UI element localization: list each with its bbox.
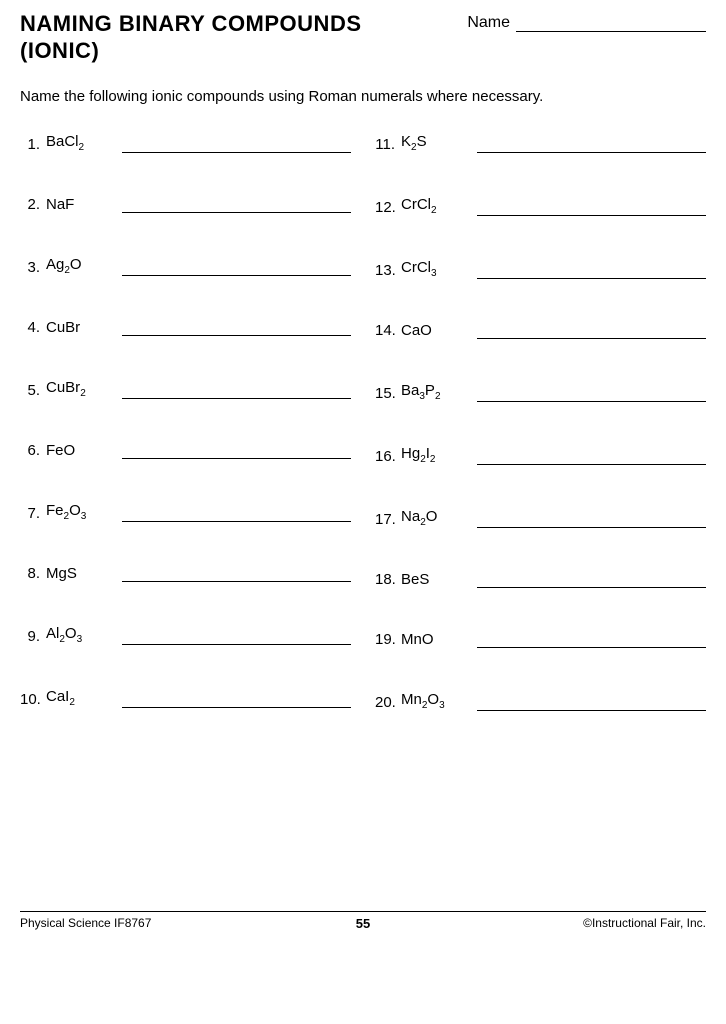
worksheet-item: 11.K2S bbox=[375, 133, 706, 153]
item-number: 16. bbox=[375, 448, 401, 465]
answer-blank-line[interactable] bbox=[122, 445, 351, 459]
worksheet-item: 3.Ag2O bbox=[20, 256, 351, 276]
worksheet-item: 18.BeS bbox=[375, 571, 706, 588]
answer-blank-line[interactable] bbox=[122, 262, 351, 276]
chemical-formula: BaCl2 bbox=[46, 133, 118, 153]
worksheet-item: 8.MgS bbox=[20, 565, 351, 582]
answer-blank-line[interactable] bbox=[477, 697, 706, 711]
answer-blank-line[interactable] bbox=[477, 325, 706, 339]
item-number: 2. bbox=[20, 196, 46, 213]
chemical-formula: CuBr bbox=[46, 319, 118, 336]
item-number: 19. bbox=[375, 631, 401, 648]
item-number: 3. bbox=[20, 259, 46, 276]
page-number: 55 bbox=[356, 916, 370, 931]
answer-blank-line[interactable] bbox=[477, 634, 706, 648]
answer-blank-line[interactable] bbox=[477, 514, 706, 528]
chemical-formula: Fe2O3 bbox=[46, 502, 118, 522]
chemical-formula: MnO bbox=[401, 631, 473, 648]
answer-blank-line[interactable] bbox=[477, 265, 706, 279]
worksheet-item: 17.Na2O bbox=[375, 508, 706, 528]
footer-right: ©Instructional Fair, Inc. bbox=[583, 916, 706, 930]
item-number: 1. bbox=[20, 136, 46, 153]
worksheet-header: NAMING BINARY COMPOUNDS (IONIC) Name bbox=[20, 10, 706, 64]
worksheet-item: 4.CuBr bbox=[20, 319, 351, 336]
answer-blank-line[interactable] bbox=[122, 199, 351, 213]
chemical-formula: CaI2 bbox=[46, 688, 118, 708]
chemical-formula: NaF bbox=[46, 196, 118, 213]
chemical-formula: Hg2I2 bbox=[401, 445, 473, 465]
title-line1: NAMING BINARY COMPOUNDS bbox=[20, 10, 362, 38]
chemical-formula: Ba3P2 bbox=[401, 382, 473, 402]
worksheet-item: 10.CaI2 bbox=[20, 688, 351, 708]
item-number: 14. bbox=[375, 322, 401, 339]
answer-blank-line[interactable] bbox=[122, 631, 351, 645]
item-number: 4. bbox=[20, 319, 46, 336]
worksheet-item: 7.Fe2O3 bbox=[20, 502, 351, 522]
answer-blank-line[interactable] bbox=[122, 385, 351, 399]
worksheet-item: 20.Mn2O3 bbox=[375, 691, 706, 711]
chemical-formula: Al2O3 bbox=[46, 625, 118, 645]
answer-blank-line[interactable] bbox=[477, 451, 706, 465]
answer-blank-line[interactable] bbox=[122, 139, 351, 153]
right-column: 11.K2S 12.CrCl2 13.CrCl3 14.CaO 15.Ba3P2 16.H… bbox=[375, 133, 706, 754]
item-number: 7. bbox=[20, 505, 46, 522]
worksheet-item: 1.BaCl2 bbox=[20, 133, 351, 153]
worksheet-item: 13.CrCl3 bbox=[375, 259, 706, 279]
answer-blank-line[interactable] bbox=[477, 202, 706, 216]
worksheet-item: 6.FeO bbox=[20, 442, 351, 459]
worksheet-columns: 1.BaCl22.NaF3.Ag2O4.CuBr5.CuBr26.FeO7.Fe… bbox=[20, 133, 706, 754]
item-number: 11. bbox=[375, 136, 401, 153]
chemical-formula: CaO bbox=[401, 322, 473, 339]
answer-blank-line[interactable] bbox=[122, 508, 351, 522]
worksheet-item: 5.CuBr2 bbox=[20, 379, 351, 399]
item-number: 9. bbox=[20, 628, 46, 645]
chemical-formula: Ag2O bbox=[46, 256, 118, 276]
title-block: NAMING BINARY COMPOUNDS (IONIC) bbox=[20, 10, 362, 64]
chemical-formula: MgS bbox=[46, 565, 118, 582]
name-blank-line[interactable] bbox=[516, 16, 706, 32]
chemical-formula: CrCl3 bbox=[401, 259, 473, 279]
worksheet-item: 16.Hg2I2 bbox=[375, 445, 706, 465]
worksheet-item: 14.CaO bbox=[375, 322, 706, 339]
answer-blank-line[interactable] bbox=[122, 568, 351, 582]
instructions: Name the following ionic compounds using… bbox=[20, 88, 706, 105]
item-number: 13. bbox=[375, 262, 401, 279]
item-number: 18. bbox=[375, 571, 401, 588]
answer-blank-line[interactable] bbox=[122, 322, 351, 336]
title-line2: (IONIC) bbox=[20, 38, 362, 64]
item-number: 8. bbox=[20, 565, 46, 582]
item-number: 15. bbox=[375, 385, 401, 402]
chemical-formula: Mn2O3 bbox=[401, 691, 473, 711]
worksheet-item: 9.Al2O3 bbox=[20, 625, 351, 645]
chemical-formula: K2S bbox=[401, 133, 473, 153]
answer-blank-line[interactable] bbox=[477, 574, 706, 588]
page-footer: Physical Science IF8767 55 ©Instructiona… bbox=[20, 911, 706, 930]
worksheet-item: 15.Ba3P2 bbox=[375, 382, 706, 402]
item-number: 17. bbox=[375, 511, 401, 528]
chemical-formula: Na2O bbox=[401, 508, 473, 528]
item-number: 5. bbox=[20, 382, 46, 399]
item-number: 12. bbox=[375, 199, 401, 216]
item-number: 20. bbox=[375, 694, 401, 711]
chemical-formula: FeO bbox=[46, 442, 118, 459]
chemical-formula: BeS bbox=[401, 571, 473, 588]
name-field: Name bbox=[467, 14, 706, 32]
answer-blank-line[interactable] bbox=[477, 139, 706, 153]
footer-left: Physical Science IF8767 bbox=[20, 916, 151, 930]
item-number: 6. bbox=[20, 442, 46, 459]
worksheet-item: 19.MnO bbox=[375, 631, 706, 648]
worksheet-item: 12.CrCl2 bbox=[375, 196, 706, 216]
worksheet-item: 2.NaF bbox=[20, 196, 351, 213]
name-label: Name bbox=[467, 14, 510, 32]
chemical-formula: CuBr2 bbox=[46, 379, 118, 399]
answer-blank-line[interactable] bbox=[477, 388, 706, 402]
chemical-formula: CrCl2 bbox=[401, 196, 473, 216]
answer-blank-line[interactable] bbox=[122, 694, 351, 708]
item-number: 10. bbox=[20, 691, 46, 708]
left-column: 1.BaCl22.NaF3.Ag2O4.CuBr5.CuBr26.FeO7.Fe… bbox=[20, 133, 351, 754]
